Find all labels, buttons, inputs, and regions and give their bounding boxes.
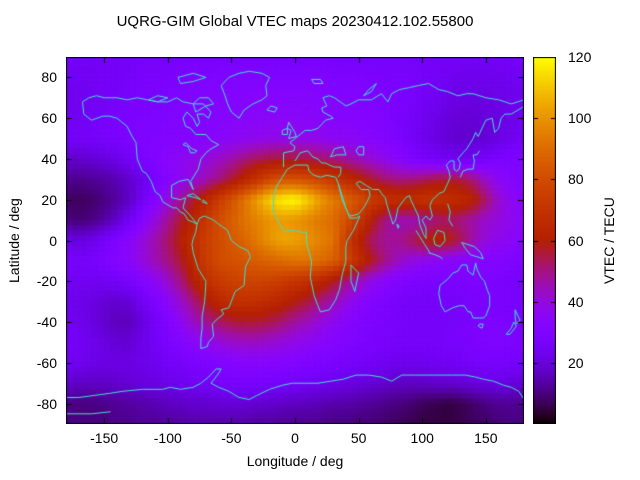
- x-axis-label: Longitude / deg: [246, 453, 344, 469]
- x-tick-label: -50: [221, 430, 242, 446]
- y-tick-label: 40: [41, 150, 57, 167]
- y-tick-label: -80: [36, 395, 57, 412]
- x-tick-label: -100: [153, 430, 182, 446]
- colorbar-canvas: [533, 57, 556, 424]
- colorbar-tick-label: 20: [568, 354, 584, 371]
- vtec-heatmap-canvas: [66, 57, 524, 424]
- y-tick-label: 60: [41, 110, 57, 127]
- colorbar-label: VTEC / TECU: [601, 197, 617, 284]
- x-tick-label: 100: [410, 430, 434, 446]
- colorbar-tick-label: 100: [568, 110, 592, 127]
- colorbar-tick-label: 80: [568, 171, 584, 188]
- y-tick-label: 20: [41, 191, 57, 208]
- y-tick-label: 0: [49, 232, 57, 249]
- y-tick-label: -20: [36, 273, 57, 290]
- x-tick-label: 0: [291, 430, 299, 446]
- x-tick-label: -150: [90, 430, 119, 446]
- plot-title: UQRG-GIM Global VTEC maps 20230412.102.5…: [116, 13, 474, 30]
- y-tick-label: -60: [36, 354, 57, 371]
- y-tick-label: -40: [36, 314, 57, 331]
- y-tick-label: 80: [41, 69, 57, 86]
- colorbar-tick-label: 60: [568, 232, 584, 249]
- colorbar-tick-label: 120: [568, 49, 592, 65]
- x-tick-label: 50: [350, 430, 367, 446]
- x-tick-label: 150: [474, 430, 498, 446]
- colorbar-tick-label: 40: [568, 293, 584, 310]
